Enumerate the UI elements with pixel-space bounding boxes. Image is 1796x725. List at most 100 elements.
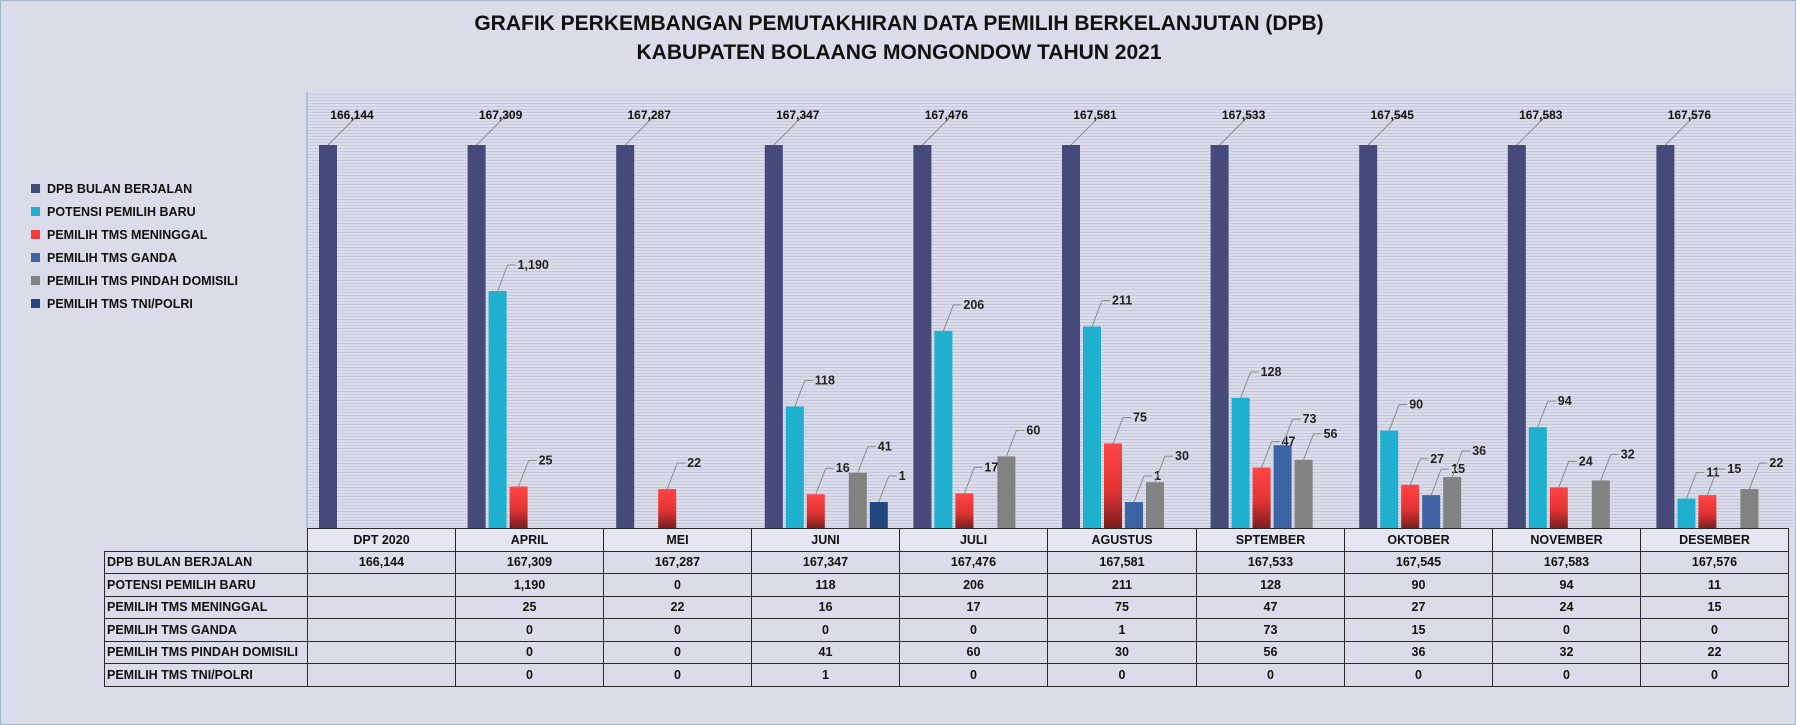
leader-line [1112, 417, 1124, 444]
leader-line [1282, 419, 1294, 446]
table-cell: 30 [1047, 640, 1197, 664]
table-column-header: JULI [899, 528, 1048, 552]
bar-pindah-sptember [1294, 459, 1313, 528]
bar-dpb-desember [1656, 145, 1675, 528]
data-label-potensi: 1,190 [518, 258, 549, 272]
table-cell: 41 [751, 640, 900, 664]
legend-label-potensi: POTENSI PEMILIH BARU [47, 204, 196, 219]
data-label-dpb: 167,583 [1519, 108, 1563, 122]
table-cell: 60 [899, 640, 1048, 664]
table-cell: 16 [751, 595, 900, 619]
legend-swatch-potensi [31, 207, 40, 216]
table-cell: 1,190 [455, 573, 604, 597]
leader-line [1091, 300, 1103, 327]
table-cell: 0 [455, 640, 604, 664]
bar-meninggal-juni [806, 494, 825, 528]
table-cell: 94 [1492, 573, 1641, 597]
bar-dpb-juli [913, 145, 932, 528]
bar-potensi-april [488, 291, 507, 528]
leader-line [857, 446, 869, 473]
table-row-label: PEMILIH TMS GANDA [104, 618, 308, 642]
legend-swatch-pindah [31, 276, 40, 285]
table-row-label: PEMILIH TMS MENINGGAL [104, 595, 308, 619]
table-column-header: AGUSTUS [1047, 528, 1197, 552]
table-cell: 166,144 [307, 550, 456, 574]
legend-label-tni: PEMILIH TMS TNI/POLRI [47, 296, 193, 311]
data-label-ganda: 73 [1303, 412, 1317, 426]
bar-ganda-agustus [1125, 502, 1143, 528]
table-cell [307, 618, 456, 642]
leader-line [666, 462, 678, 490]
leader-line [624, 114, 656, 146]
table-cell: 167,576 [1640, 550, 1789, 574]
legend-item-pindah: PEMILIH TMS PINDAH DOMISILI [31, 269, 238, 292]
leader-line [815, 468, 827, 495]
table-cell: 167,533 [1196, 550, 1345, 574]
table-cell: 167,581 [1047, 550, 1197, 574]
table-corner [105, 529, 308, 552]
table-cell: 36 [1344, 640, 1493, 664]
table-cell: 75 [1047, 595, 1197, 619]
table-column-header: JUNI [751, 528, 900, 552]
bar-pindah-agustus [1146, 482, 1164, 528]
data-label-meninggal: 16 [836, 461, 850, 475]
leader-line [1219, 114, 1250, 146]
bar-pindah-desember [1740, 489, 1759, 528]
table-cell: 118 [751, 573, 900, 597]
leader-line [1706, 468, 1718, 496]
table-cell: 22 [603, 595, 752, 619]
table-cell: 15 [1640, 595, 1789, 619]
data-label-pindah: 30 [1175, 449, 1189, 463]
table-row: PEMILIH TMS PINDAH DOMISILI 0 0 41 60 30 56 36 3… [104, 640, 1789, 664]
table-row-label: POTENSI PEMILIH BARU [104, 573, 308, 597]
table-column-header: DESEMBER [1640, 528, 1789, 552]
legend-item-potensi: POTENSI PEMILIH BARU [31, 200, 238, 223]
bar-dpb-juni [764, 145, 783, 528]
leader-line [327, 114, 359, 146]
table-row: PEMILIH TMS MENINGGAL 25 22 16 17 75 47 27 24 15 [104, 595, 1789, 619]
data-label-meninggal: 15 [1727, 462, 1741, 476]
table-cell: 11 [1640, 573, 1789, 597]
data-label-potensi: 128 [1261, 365, 1282, 379]
bar-meninggal-oktober [1401, 484, 1420, 528]
data-label-pindah: 56 [1324, 427, 1338, 441]
bar-potensi-juni [785, 406, 804, 528]
table-cell: 0 [455, 618, 604, 642]
leader-line [1367, 114, 1399, 146]
table-cell: 206 [899, 573, 1048, 597]
table-cell: 1 [751, 663, 900, 687]
data-label-dpb: 167,287 [628, 108, 672, 122]
chart-legend: DPB BULAN BERJALAN POTENSI PEMILIH BARU … [31, 177, 238, 315]
leader-line [1430, 468, 1442, 496]
data-label-dpb: 167,533 [1222, 108, 1266, 122]
data-label-meninggal: 17 [984, 460, 998, 474]
table-cell: 24 [1492, 595, 1641, 619]
bar-dpb-sptember [1210, 145, 1229, 528]
table-cell: 17 [899, 595, 1048, 619]
table-cell: 0 [1492, 618, 1641, 642]
table-column-header: APRIL [455, 528, 604, 552]
data-label-tni: 1 [899, 469, 906, 483]
table-cell: 211 [1047, 573, 1197, 597]
legend-swatch-ganda [31, 253, 40, 262]
table-cell: 0 [899, 663, 1048, 687]
table-cell: 0 [603, 663, 752, 687]
bar-ganda-sptember [1273, 445, 1292, 528]
leader-line [1261, 441, 1273, 468]
leader-line [1600, 454, 1612, 481]
data-label-dpb: 167,545 [1371, 108, 1415, 122]
bar-dpb-april [467, 145, 486, 528]
bar-dpb-dpt-2020 [319, 145, 337, 528]
table-row-label: PEMILIH TMS TNI/POLRI [104, 663, 308, 687]
table-cell [307, 573, 456, 597]
legend-label-meninggal: PEMILIH TMS MENINGGAL [47, 227, 208, 242]
table-cell: 0 [1640, 663, 1789, 687]
table-cell: 128 [1196, 573, 1345, 597]
table-row: DPB BULAN BERJALAN 166,144 167,309 167,287 1… [104, 550, 1789, 574]
bar-meninggal-april [509, 486, 528, 528]
data-label-pindah: 36 [1472, 444, 1486, 458]
data-label-dpb: 167,309 [479, 108, 523, 122]
table-cell: 0 [1047, 663, 1197, 687]
table-header-row: DPT 2020 APRIL MEI JUNI JULI AGUSTUS SPTEMBER O… [105, 528, 1789, 552]
table-cell: 167,347 [751, 550, 900, 574]
